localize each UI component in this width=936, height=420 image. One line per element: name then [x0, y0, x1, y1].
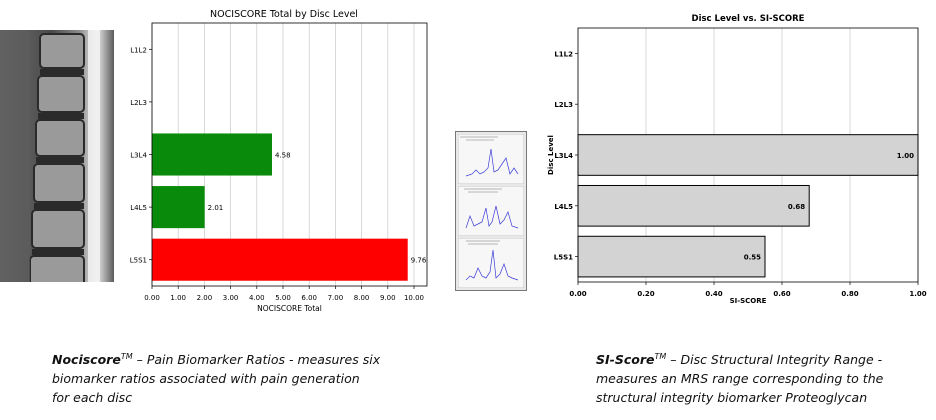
- y-tick-label: L3L4: [554, 152, 573, 160]
- si-score-caption: SI-ScoreTM – Disc Structural Integrity R…: [596, 347, 883, 407]
- x-tick-label: 6.00: [301, 294, 317, 302]
- nociscore-caption: NociscoreTM – Pain Biomarker Ratios - me…: [52, 347, 380, 407]
- caption-line: for each disc: [52, 390, 133, 406]
- y-tick-label: L1L2: [554, 50, 573, 58]
- y-tick-label: L1L2: [130, 46, 147, 54]
- mrs-spectra-thumbnail: [455, 131, 527, 291]
- y-axis-label: Disc Level: [547, 135, 555, 175]
- value-label: 0.55: [744, 254, 761, 262]
- y-tick-label: L5S1: [130, 257, 147, 265]
- bars: [152, 133, 408, 281]
- x-tick-label: 8.00: [354, 294, 370, 302]
- y-tick-label: L3L4: [130, 152, 147, 160]
- trademark: TM: [120, 352, 133, 361]
- y-tick-label: L2L3: [130, 99, 147, 107]
- x-tick-labels: 0.00 0.20 0.40 0.60 0.80 1.00: [569, 282, 927, 298]
- bar-L4L5: [152, 186, 205, 229]
- x-tick-label: 1.00: [170, 294, 186, 302]
- bar-L4L5: [577, 184, 810, 227]
- value-labels: 4.58 2.01 9.76: [208, 152, 427, 265]
- value-labels: 1.00 0.68 0.55: [744, 152, 914, 262]
- caption-term: SI-Score: [596, 352, 655, 368]
- bar-L5S1: [152, 238, 408, 281]
- bar-L5S1: [577, 235, 766, 278]
- x-tick-label: 0.00: [569, 290, 586, 298]
- bar-L3L4: [152, 133, 272, 176]
- caption-term: Nociscore: [52, 352, 121, 368]
- x-tick-label: 5.00: [275, 294, 291, 302]
- chart-title: NOCISCORE Total by Disc Level: [210, 9, 358, 20]
- caption-line: measures an MRS range corresponding to t…: [596, 371, 884, 387]
- trademark: TM: [654, 352, 667, 361]
- x-tick-label: 0.60: [773, 290, 790, 298]
- x-axis-label: NOCISCORE Total: [257, 304, 322, 313]
- value-label: 0.68: [788, 203, 805, 211]
- value-label: 4.58: [275, 152, 291, 160]
- spectrum-panel: [457, 185, 525, 237]
- y-tick-label: L4L5: [130, 204, 147, 212]
- bar-L3L4: [577, 134, 919, 176]
- x-tick-label: 0.80: [841, 290, 858, 298]
- caption-line: – Pain Biomarker Ratios - measures six: [132, 352, 381, 368]
- x-tick-label: 0.20: [637, 290, 654, 298]
- x-tick-label: 1.00: [909, 290, 926, 298]
- bars: [577, 134, 919, 278]
- x-tick-label: 0.00: [144, 294, 160, 302]
- y-tick-labels: L1L2 L2L3 L3L4 L4L5 L5S1: [554, 50, 578, 262]
- caption-line: structural integrity biomarker Proteogly…: [596, 390, 868, 406]
- caption-line: – Disc Structural Integrity Range -: [666, 352, 883, 368]
- x-tick-label: 9.00: [380, 294, 396, 302]
- value-label: 2.01: [208, 204, 224, 212]
- caption-line: biomarker ratios associated with pain ge…: [52, 371, 360, 387]
- y-tick-label: L5S1: [554, 254, 573, 262]
- x-tick-label: 4.00: [249, 294, 265, 302]
- x-tick-label: 0.40: [705, 290, 722, 298]
- x-tick-labels: 0.00 1.00 2.00 3.00 4.00 5.00 6.00 7.00 8.00 9.00…: [144, 286, 424, 302]
- x-tick-label: 7.00: [328, 294, 344, 302]
- y-tick-label: L4L5: [554, 203, 573, 211]
- x-tick-label: 10.00: [404, 294, 424, 302]
- spectrum-panel: [457, 237, 525, 289]
- x-axis-label: SI-SCORE: [730, 297, 767, 305]
- mri-spine-image: [0, 30, 114, 282]
- chart-title: Disc Level vs. SI-SCORE: [692, 14, 805, 24]
- value-label: 9.76: [411, 257, 427, 265]
- y-tick-label: L2L3: [554, 101, 573, 109]
- x-tick-label: 2.00: [197, 294, 213, 302]
- spectrum-panel: [457, 133, 525, 185]
- value-label: 1.00: [897, 152, 914, 160]
- x-tick-label: 3.00: [223, 294, 239, 302]
- y-tick-labels: L1L2 L2L3 L3L4 L4L5 L5S1: [130, 46, 152, 265]
